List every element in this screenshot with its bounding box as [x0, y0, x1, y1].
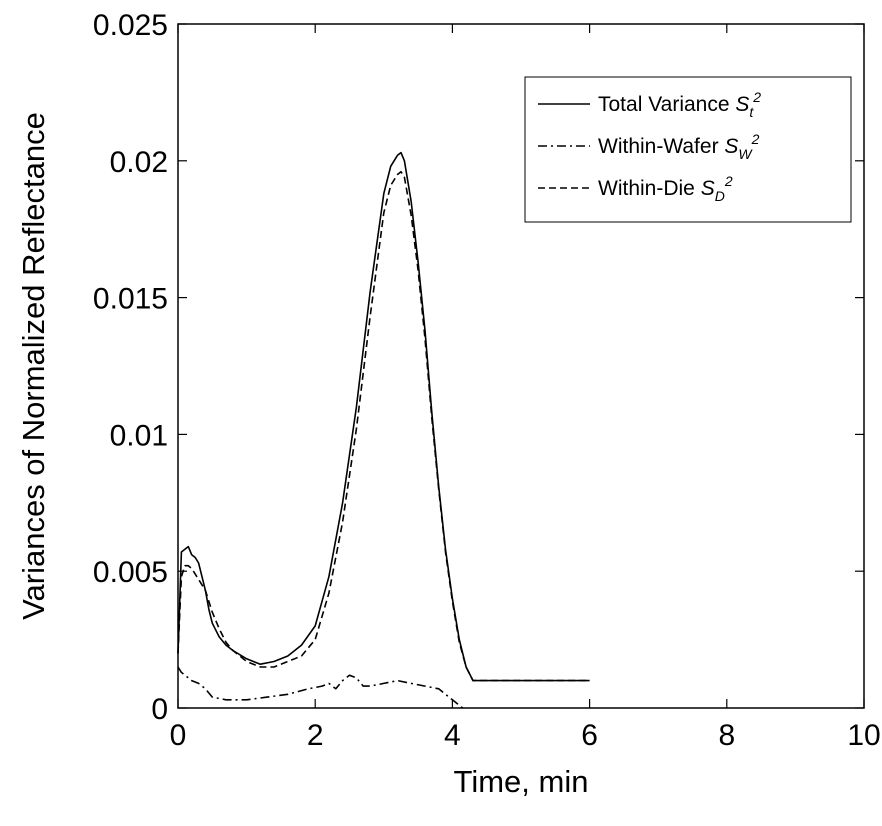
- series-line-t: [177, 151, 590, 682]
- y-tick-label: 0.005: [93, 556, 168, 589]
- axis-tick-labels: 0 2 4 6 8 10 0 0.005 0.01 0.015 0.02 0.025: [93, 9, 881, 752]
- y-tick-label: 0.015: [93, 283, 168, 316]
- legend-label: Within-Wafer SW2: [598, 131, 760, 162]
- series-line-w: [177, 666, 464, 709]
- x-tick-label: 10: [847, 719, 880, 752]
- x-tick-label: 4: [444, 719, 461, 752]
- legend-label: Total Variance St2: [598, 89, 761, 120]
- y-tick-label: 0: [151, 693, 168, 726]
- series-layer: [177, 151, 590, 709]
- x-tick-label: 2: [307, 719, 324, 752]
- y-axis-title: Variances of Normalized Reflectance: [16, 112, 51, 620]
- axis-ticks: [177, 23, 865, 709]
- legend-label: Within-Die SD2: [598, 173, 733, 204]
- y-tick-label: 0.01: [110, 419, 168, 452]
- x-tick-label: 6: [581, 719, 598, 752]
- x-tick-label: 8: [718, 719, 735, 752]
- y-tick-label: 0.02: [110, 146, 168, 179]
- series-line-d: [177, 170, 590, 682]
- legend: Total Variance St2 Within-Wafer SW2 Within…: [524, 76, 852, 223]
- x-axis-title: Time, min: [454, 764, 589, 799]
- plot-frame: [177, 23, 865, 709]
- y-tick-label: 0.025: [93, 9, 168, 42]
- legend-box: [524, 76, 852, 223]
- x-tick-label: 0: [170, 719, 187, 752]
